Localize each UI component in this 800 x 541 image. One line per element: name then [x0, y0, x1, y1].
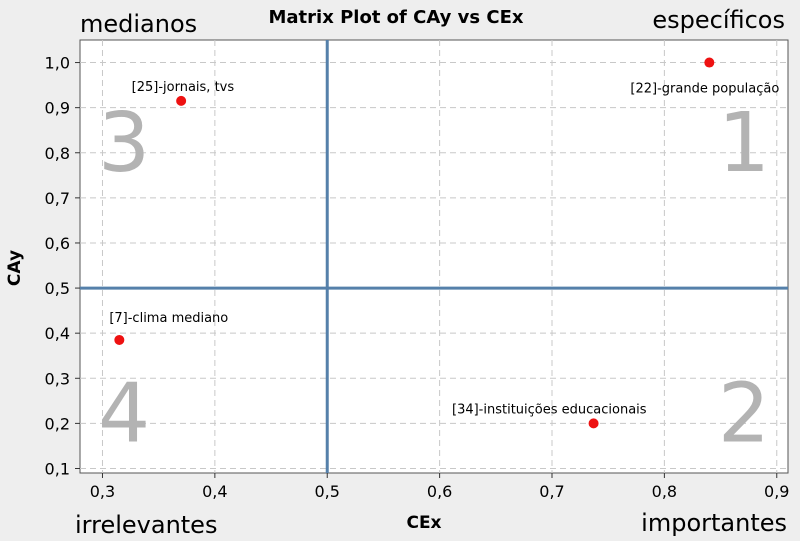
- quadrant-number-top-right: 1: [718, 96, 770, 191]
- x-axis-label: CEx: [406, 513, 441, 533]
- x-tick-label: 0,7: [539, 482, 564, 501]
- quadrant-name-bottom-left: irrelevantes: [75, 511, 217, 539]
- x-tick-label: 0,8: [652, 482, 677, 501]
- y-tick-label: 0,5: [45, 279, 70, 298]
- quadrant-numbers: 1 2 3 4: [98, 96, 770, 462]
- y-tick-label: 0,1: [45, 459, 70, 478]
- data-point-label: [34]-instituições educacionais: [452, 402, 647, 417]
- reference-lines: [80, 40, 788, 473]
- chart-title: Matrix Plot of CAy vs CEx: [269, 7, 524, 28]
- y-tick-label: 0,6: [45, 234, 70, 253]
- y-tick-label: 0,3: [45, 369, 70, 388]
- quadrant-number-bottom-left: 4: [98, 366, 150, 461]
- quadrant-name-top-right: específicos: [652, 6, 785, 34]
- y-tick-label: 0,7: [45, 189, 70, 208]
- y-tick-label: 0,4: [45, 324, 70, 343]
- x-axis-ticks: 0,3 0,4 0,5 0,6 0,7 0,8 0,9: [90, 473, 789, 501]
- quadrant-number-bottom-right: 2: [718, 366, 770, 461]
- y-axis-label: CAy: [5, 250, 25, 286]
- quadrant-name-bottom-right: importantes: [641, 509, 787, 537]
- quadrant-number-top-left: 3: [98, 96, 150, 191]
- x-tick-label: 0,4: [202, 482, 227, 501]
- y-tick-label: 1,0: [45, 54, 70, 73]
- quadrant-name-top-left: medianos: [80, 10, 197, 38]
- data-point: [114, 334, 125, 345]
- data-point-label: [22]-grande população: [630, 82, 779, 97]
- data-point: [588, 418, 599, 429]
- data-point-label: [7]-clima mediano: [109, 311, 228, 326]
- x-tick-label: 0,3: [90, 482, 115, 501]
- x-tick-label: 0,9: [764, 482, 789, 501]
- y-axis-ticks: 1,0 0,9 0,8 0,7 0,6 0,5 0,4 0,3 0,2 0,1: [45, 54, 80, 478]
- data-point: [704, 57, 715, 68]
- y-tick-label: 0,9: [45, 99, 70, 118]
- y-tick-label: 0,2: [45, 414, 70, 433]
- x-tick-label: 0,5: [315, 482, 340, 501]
- plot-area: [79, 39, 789, 474]
- y-tick-label: 0,8: [45, 144, 70, 163]
- x-tick-label: 0,6: [427, 482, 452, 501]
- data-point: [176, 95, 187, 106]
- data-point-label: [25]-jornais, tvs: [132, 80, 235, 95]
- data-points: [22]-grande população [25]-jornais, tvs [7…: [109, 57, 779, 429]
